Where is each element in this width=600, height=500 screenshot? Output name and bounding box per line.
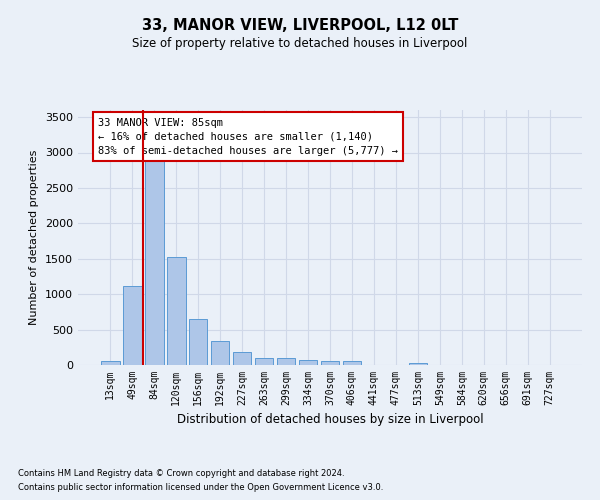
Bar: [145, 157, 164, 365]
Bar: [255, 358, 274, 365]
Bar: [101, 361, 119, 365]
Text: 33, MANOR VIEW, LIVERPOOL, L12 0LT: 33, MANOR VIEW, LIVERPOOL, L12 0LT: [142, 18, 458, 32]
Bar: [211, 341, 229, 365]
Bar: [167, 258, 185, 365]
Bar: [277, 358, 295, 365]
Text: 33 MANOR VIEW: 85sqm
← 16% of detached houses are smaller (1,140)
83% of semi-de: 33 MANOR VIEW: 85sqm ← 16% of detached h…: [98, 118, 398, 156]
Bar: [233, 352, 251, 365]
Text: Contains public sector information licensed under the Open Government Licence v3: Contains public sector information licen…: [18, 484, 383, 492]
Bar: [123, 286, 142, 365]
Text: Contains HM Land Registry data © Crown copyright and database right 2024.: Contains HM Land Registry data © Crown c…: [18, 468, 344, 477]
Y-axis label: Number of detached properties: Number of detached properties: [29, 150, 40, 325]
Bar: [409, 363, 427, 365]
Bar: [299, 360, 317, 365]
Bar: [343, 361, 361, 365]
Bar: [189, 319, 208, 365]
Bar: [320, 361, 340, 365]
X-axis label: Distribution of detached houses by size in Liverpool: Distribution of detached houses by size …: [176, 414, 484, 426]
Text: Size of property relative to detached houses in Liverpool: Size of property relative to detached ho…: [133, 38, 467, 51]
